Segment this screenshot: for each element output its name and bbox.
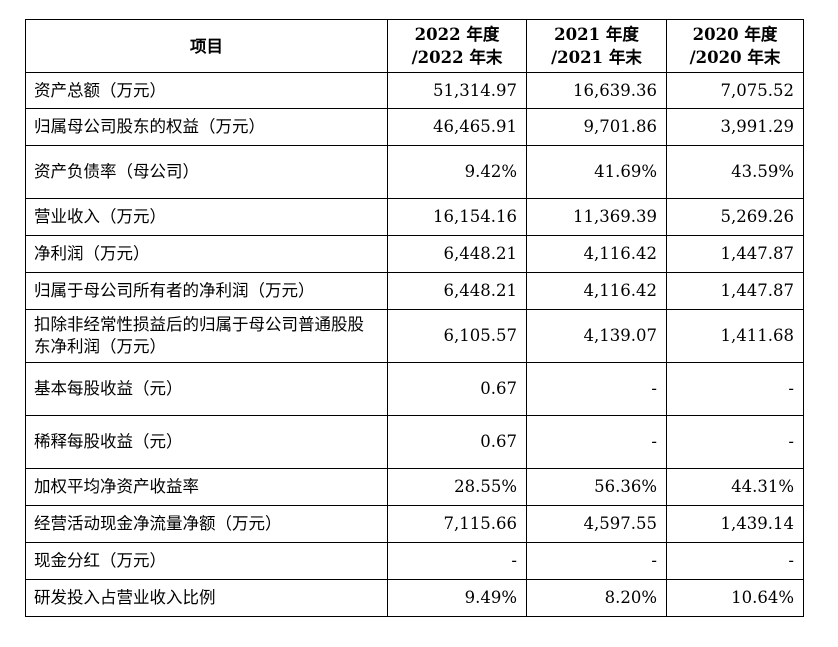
row-value: 44.31% bbox=[666, 468, 804, 506]
row-value: 56.36% bbox=[526, 468, 667, 506]
row-label: 资产总额（万元） bbox=[25, 72, 388, 109]
row-label: 净利润（万元） bbox=[25, 235, 388, 273]
header-2022: 2022 年度 /2022 年末 bbox=[387, 19, 527, 73]
table-row: 现金分红（万元） - - - bbox=[25, 542, 804, 580]
row-value: 16,154.16 bbox=[387, 198, 527, 236]
row-label: 现金分红（万元） bbox=[25, 542, 388, 580]
row-label: 基本每股收益（元） bbox=[25, 362, 388, 416]
row-label: 扣除非经常性损益后的归属于母公司普通股股东净利润（万元） bbox=[25, 309, 388, 363]
row-value: 9,701.86 bbox=[526, 108, 667, 146]
row-value: 3,991.29 bbox=[666, 108, 804, 146]
row-value: 6,448.21 bbox=[387, 272, 527, 310]
row-value: 11,369.39 bbox=[526, 198, 667, 236]
row-value: 4,139.07 bbox=[526, 309, 667, 363]
table-row: 经营活动现金净流量净额（万元） 7,115.66 4,597.55 1,439.14 bbox=[25, 505, 804, 543]
table-row: 资产总额（万元） 51,314.97 16,639.36 7,075.52 bbox=[25, 72, 804, 109]
header-item: 项目 bbox=[25, 19, 388, 73]
table-row: 归属于母公司所有者的净利润（万元） 6,448.21 4,116.42 1,447.8… bbox=[25, 272, 804, 310]
table-row: 资产负债率（母公司） 9.42% 41.69% 43.59% bbox=[25, 145, 804, 199]
row-value: 6,448.21 bbox=[387, 235, 527, 273]
row-value: 4,116.42 bbox=[526, 272, 667, 310]
table-row: 归属母公司股东的权益（万元） 46,465.91 9,701.86 3,991.29 bbox=[25, 108, 804, 146]
row-label: 加权平均净资产收益率 bbox=[25, 468, 388, 506]
table-header-row: 项目 2022 年度 /2022 年末 2021 年度 /2021 年末 202… bbox=[25, 19, 804, 73]
row-value: - bbox=[387, 542, 527, 580]
row-label: 研发投入占营业收入比例 bbox=[25, 579, 388, 617]
row-value: 0.67 bbox=[387, 415, 527, 469]
row-value: - bbox=[526, 542, 667, 580]
row-value: 1,411.68 bbox=[666, 309, 804, 363]
row-value: 1,447.87 bbox=[666, 235, 804, 273]
table-row: 扣除非经常性损益后的归属于母公司普通股股东净利润（万元） 6,105.57 4,13… bbox=[25, 309, 804, 363]
row-value: 4,597.55 bbox=[526, 505, 667, 543]
row-value: - bbox=[526, 415, 667, 469]
row-value: 1,447.87 bbox=[666, 272, 804, 310]
row-value: 4,116.42 bbox=[526, 235, 667, 273]
table-row: 加权平均净资产收益率 28.55% 56.36% 44.31% bbox=[25, 468, 804, 506]
row-value: 6,105.57 bbox=[387, 309, 527, 363]
table-row: 研发投入占营业收入比例 9.49% 8.20% 10.64% bbox=[25, 579, 804, 617]
row-value: 7,115.66 bbox=[387, 505, 527, 543]
row-value: 0.67 bbox=[387, 362, 527, 416]
row-label: 营业收入（万元） bbox=[25, 198, 388, 236]
row-value: 7,075.52 bbox=[666, 72, 804, 109]
row-value: 41.69% bbox=[526, 145, 667, 199]
row-value: 1,439.14 bbox=[666, 505, 804, 543]
row-label: 归属母公司股东的权益（万元） bbox=[25, 108, 388, 146]
row-value: 5,269.26 bbox=[666, 198, 804, 236]
header-2020: 2020 年度 /2020 年末 bbox=[666, 19, 804, 73]
row-value: 9.42% bbox=[387, 145, 527, 199]
table-row: 营业收入（万元） 16,154.16 11,369.39 5,269.26 bbox=[25, 198, 804, 236]
row-value: 43.59% bbox=[666, 145, 804, 199]
row-value: 8.20% bbox=[526, 579, 667, 617]
header-2021: 2021 年度 /2021 年末 bbox=[526, 19, 667, 73]
row-value: 46,465.91 bbox=[387, 108, 527, 146]
row-value: 10.64% bbox=[666, 579, 804, 617]
row-value: 16,639.36 bbox=[526, 72, 667, 109]
row-label: 归属于母公司所有者的净利润（万元） bbox=[25, 272, 388, 310]
row-value: - bbox=[666, 415, 804, 469]
row-label: 稀释每股收益（元） bbox=[25, 415, 388, 469]
row-value: - bbox=[526, 362, 667, 416]
table-row: 净利润（万元） 6,448.21 4,116.42 1,447.87 bbox=[25, 235, 804, 273]
row-label: 经营活动现金净流量净额（万元） bbox=[25, 505, 388, 543]
table-row: 基本每股收益（元） 0.67- - bbox=[25, 362, 804, 416]
financial-data-table: 项目 2022 年度 /2022 年末 2021 年度 /2021 年末 202… bbox=[25, 19, 804, 617]
row-value: - bbox=[666, 542, 804, 580]
row-value: 51,314.97 bbox=[387, 72, 527, 109]
row-label: 资产负债率（母公司） bbox=[25, 145, 388, 199]
row-value: 9.49% bbox=[387, 579, 527, 617]
table-row: 稀释每股收益（元） 0.67- - bbox=[25, 415, 804, 469]
row-value: 28.55% bbox=[387, 468, 527, 506]
row-value: - bbox=[666, 362, 804, 416]
